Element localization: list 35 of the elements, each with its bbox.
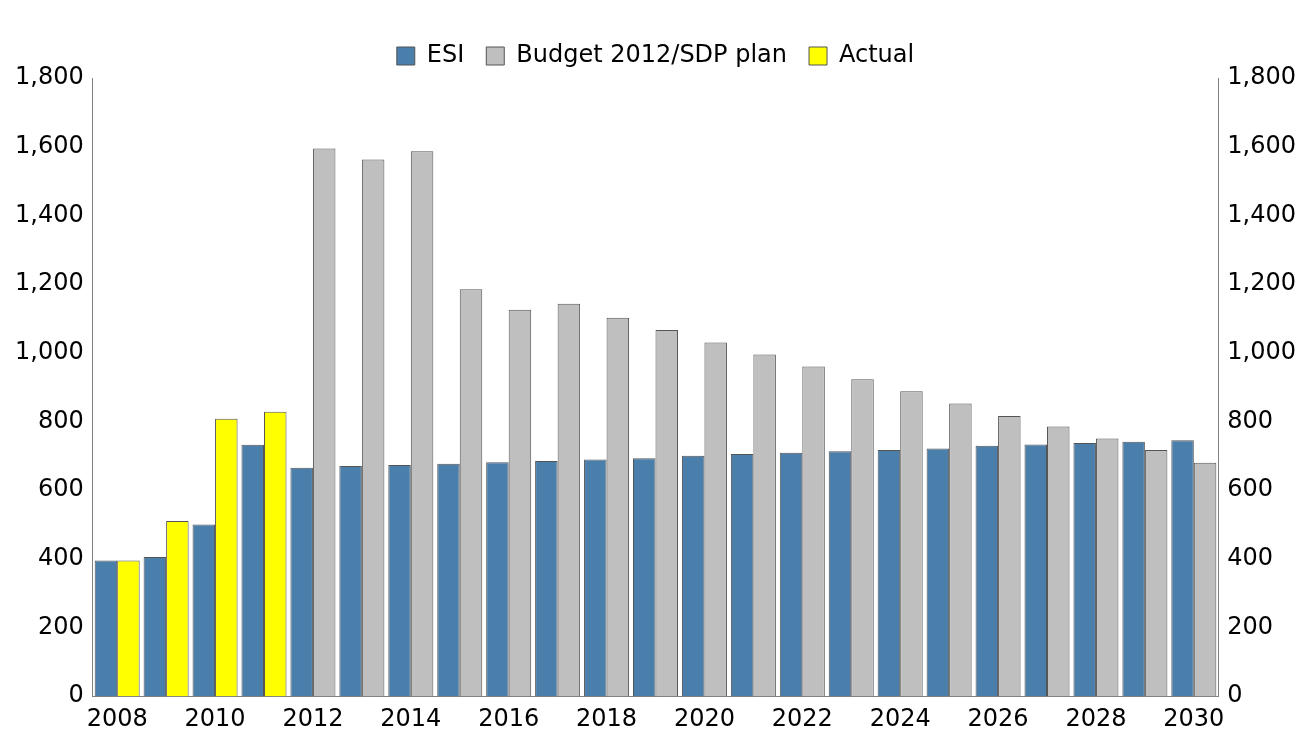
y2-tick-label: 400 xyxy=(1227,543,1274,572)
y-tick-label: 400 xyxy=(37,543,84,572)
y2-tick-label: 1,000 xyxy=(1227,336,1297,365)
y-tick-label: 1,000 xyxy=(14,336,84,365)
y-tick-label: 200 xyxy=(37,611,84,640)
y2-tick-label: 800 xyxy=(1227,405,1274,434)
y2-tick-label: 1,200 xyxy=(1227,268,1297,297)
x-tick-label: 2022 xyxy=(771,703,833,732)
y2-tick-label: 0 xyxy=(1227,680,1243,709)
x-tick-label: 2024 xyxy=(869,703,931,732)
x-tick-label: 2016 xyxy=(478,703,540,732)
x-tick-label: 2010 xyxy=(184,703,246,732)
x-tick-label: 2030 xyxy=(1163,703,1225,732)
y2-tick-label: 1,400 xyxy=(1227,199,1297,228)
y2-tick-label: 600 xyxy=(1227,474,1274,503)
x-tick-label: 2026 xyxy=(967,703,1029,732)
y2-tick-label: 200 xyxy=(1227,611,1274,640)
y-tick-label: 1,400 xyxy=(14,199,84,228)
y-tick-label: 1,800 xyxy=(14,62,84,91)
y-tick-label: 1,200 xyxy=(14,268,84,297)
y-tick-label: 600 xyxy=(37,474,84,503)
x-tick-label: 2008 xyxy=(86,703,148,732)
legend-label: Actual xyxy=(839,40,915,69)
y-tick-label: 0 xyxy=(68,680,84,709)
x-tick-label: 2012 xyxy=(282,703,344,732)
x-tick-label: 2018 xyxy=(576,703,638,732)
x-tick-label: 2020 xyxy=(673,703,735,732)
x-tick-label: 2014 xyxy=(380,703,442,732)
legend-label: ESI xyxy=(426,40,465,69)
y-tick-label: 1,600 xyxy=(14,130,84,159)
x-tick-label: 2028 xyxy=(1065,703,1127,732)
y2-tick-label: 1,800 xyxy=(1227,62,1297,91)
y2-tick-label: 1,600 xyxy=(1227,130,1297,159)
legend-label: Budget 2012/SDP plan xyxy=(516,40,788,69)
y-tick-label: 800 xyxy=(37,405,84,434)
